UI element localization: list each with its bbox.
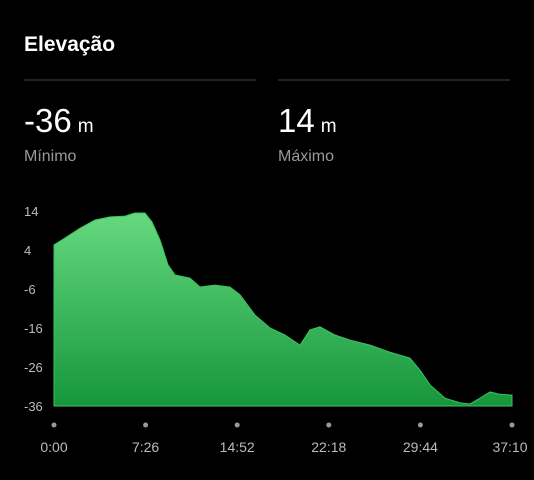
stat-label: Máximo: [278, 148, 334, 165]
y-tick-label: -16: [24, 321, 43, 336]
title: Elevação: [24, 33, 115, 56]
y-tick-label: 4: [24, 243, 31, 258]
x-tick-label: 14:52: [220, 439, 255, 455]
y-tick-label: 14: [24, 204, 38, 219]
stat-unit: m: [78, 116, 94, 137]
x-tick-dot: [51, 422, 57, 428]
x-tick-label: 22:18: [311, 439, 346, 455]
stat-number: -36: [24, 102, 72, 139]
stat-number: 14: [278, 102, 315, 139]
x-tick-dot: [509, 422, 515, 428]
x-tick-label: 0:00: [40, 439, 67, 455]
stat-label: Mínimo: [24, 148, 77, 165]
x-tick-dot: [417, 422, 423, 428]
stat-value: 14 m: [278, 102, 337, 139]
stat-unit: m: [321, 116, 337, 137]
x-tick-dot: [143, 422, 149, 428]
x-tick-dot: [326, 422, 332, 428]
stat-value: -36 m: [24, 102, 94, 139]
y-tick-label: -6: [24, 282, 36, 297]
x-tick-dot: [234, 422, 240, 428]
x-tick-label: 29:44: [403, 439, 438, 455]
x-tick-label: 37:10: [492, 439, 527, 455]
x-tick-label: 7:26: [132, 439, 159, 455]
area: [53, 212, 513, 407]
y-tick-label: -26: [24, 360, 43, 375]
chart: 14 4 -6 -16 -26 -36 0:00 7:26 14:52 22:18 29:44 37:…: [24, 204, 528, 455]
y-tick-label: -36: [24, 399, 43, 414]
